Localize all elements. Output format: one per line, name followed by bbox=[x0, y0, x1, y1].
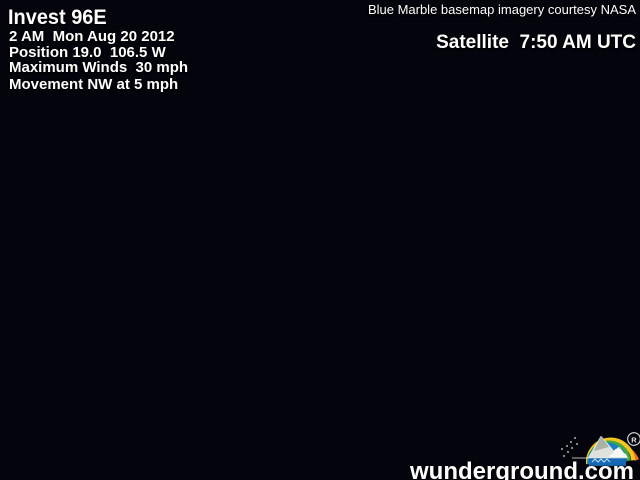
svg-text:R: R bbox=[631, 436, 637, 445]
